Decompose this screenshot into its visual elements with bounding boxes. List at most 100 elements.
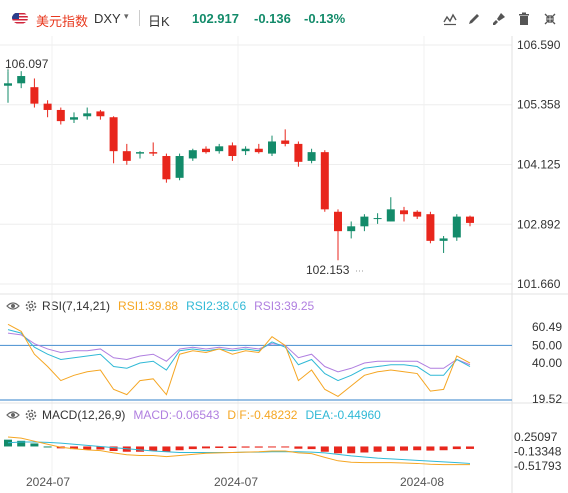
rsi-axis-label: 60.49 [532, 320, 562, 334]
macd-histogram-bar [83, 446, 92, 450]
price-change: -0.136 [254, 11, 291, 26]
macd-histogram-bar [307, 446, 316, 450]
macd-pane-header: MACD(12,26,9) MACD:-0.06543 DIF:-0.48232… [6, 407, 389, 423]
macd-histogram-bar [268, 446, 276, 448]
macd-histogram-bar [347, 446, 356, 454]
price-axis-label: 105.358 [517, 98, 561, 112]
candle-body [426, 214, 435, 241]
candle-body [228, 145, 237, 157]
rsi-axis-label: 40.00 [532, 356, 562, 370]
eye-icon[interactable] [6, 299, 20, 313]
macd-histogram-bar [400, 446, 408, 451]
candle-body [241, 148, 250, 152]
dea-value: DEA:-0.44960 [305, 408, 381, 422]
candle-body [320, 152, 329, 210]
candle-body [43, 103, 52, 110]
candle-body [136, 152, 144, 154]
macd-histogram-bar [426, 446, 435, 451]
macd-axis-label: 0.25097 [514, 430, 558, 444]
rsi1-line [7, 323, 471, 397]
instrument-name[interactable]: 美元指数 [36, 14, 89, 29]
candle-body [294, 143, 303, 162]
macd-histogram-bar [466, 446, 474, 449]
candle-body [439, 238, 448, 241]
toolbar: 美元指数 DXY ▾ 日K 102.917 -0.136 -0.13% [0, 0, 568, 36]
candle-body [188, 150, 197, 159]
candle-body [215, 146, 224, 152]
candle-body [254, 148, 263, 153]
rsi-axis-label: 19.52 [532, 392, 562, 406]
pen-icon[interactable] [465, 10, 483, 28]
candle-body [466, 216, 474, 223]
collapse-icon[interactable] [541, 10, 559, 28]
last-price: 102.917 [192, 11, 239, 26]
candle-body [202, 148, 210, 153]
us-flag-icon [12, 12, 28, 24]
candle-body [307, 152, 316, 161]
macd-histogram-bar [452, 446, 461, 450]
price-axis-label: 101.660 [517, 277, 561, 291]
period-selector[interactable]: 日K [148, 14, 170, 29]
macd-histogram-bar [228, 446, 237, 448]
candle-body [175, 156, 184, 178]
macd-histogram-bar [175, 446, 184, 451]
toolbar-divider [139, 10, 140, 26]
line-draw-icon[interactable] [441, 10, 459, 28]
rsi1-value: RSI1:39.88 [118, 299, 179, 313]
macd-histogram-bar [439, 446, 448, 451]
high-price-label: 106.097 [5, 57, 49, 71]
candle-body [122, 151, 131, 161]
candle-body [386, 209, 395, 222]
gear-icon[interactable] [24, 299, 38, 313]
rsi-axis-label: 50.00 [532, 338, 562, 352]
dif-value: DIF:-0.48232 [227, 408, 298, 422]
macd-histogram-bar [215, 446, 224, 448]
macd-title: MACD(12,26,9) [42, 408, 126, 422]
candle-body [452, 216, 461, 238]
trash-icon[interactable] [515, 10, 533, 28]
candle-body [268, 141, 276, 154]
macd-histogram-bar [373, 446, 382, 452]
rsi2-line [7, 329, 471, 382]
macd-histogram-bar [30, 443, 39, 447]
rsi3-line [7, 332, 471, 373]
macd-histogram-bar [109, 446, 118, 451]
candle-body [400, 210, 408, 215]
brush-icon[interactable] [490, 10, 508, 28]
instrument-symbol[interactable]: DXY [94, 11, 121, 26]
rsi-pane-header: RSI(7,14,21) RSI1:39.88 RSI2:38.06 RSI3:… [6, 298, 322, 314]
candle-body [413, 211, 422, 217]
dif-line [7, 436, 470, 466]
candle-body [373, 218, 382, 220]
candle-body [109, 117, 118, 152]
macd-histogram-bar [96, 446, 105, 450]
price-axis-label: 102.892 [517, 217, 561, 231]
macd-histogram-bar [241, 446, 250, 448]
macd-histogram-bar [202, 446, 210, 449]
macd-histogram-bar [188, 446, 197, 450]
candle-body [347, 226, 356, 232]
macd-histogram-bar [334, 446, 342, 454]
macd-histogram-bar [162, 446, 171, 452]
time-axis-label: 2024-08 [400, 475, 444, 489]
rsi2-value: RSI2:38.06 [186, 299, 247, 313]
macd-histogram-bar [413, 446, 422, 451]
macd-axis-label: -0.51793 [514, 459, 562, 473]
eye-icon[interactable] [6, 408, 20, 422]
gear-icon[interactable] [24, 408, 38, 422]
time-axis-label: 2024-07 [26, 475, 70, 489]
candle-body [96, 111, 105, 117]
candle-body [70, 117, 78, 120]
chart-canvas[interactable]: 106.590 105.358 104.125 102.892 101.660 106.0… [0, 36, 568, 493]
candle-body [162, 156, 171, 180]
macd-histogram-bar [281, 446, 290, 448]
candle-body [4, 83, 12, 86]
symbol-dropdown-icon[interactable]: ▾ [124, 11, 129, 21]
price-change-percent: -0.13% [304, 11, 346, 26]
macd-value: MACD:-0.06543 [133, 408, 220, 422]
macd-axis-label: -0.13348 [514, 445, 562, 459]
macd-histogram-bar [43, 446, 52, 448]
time-axis-label: 2024-07 [214, 475, 258, 489]
candle-body [56, 109, 65, 122]
macd-histogram-bar [254, 446, 263, 448]
